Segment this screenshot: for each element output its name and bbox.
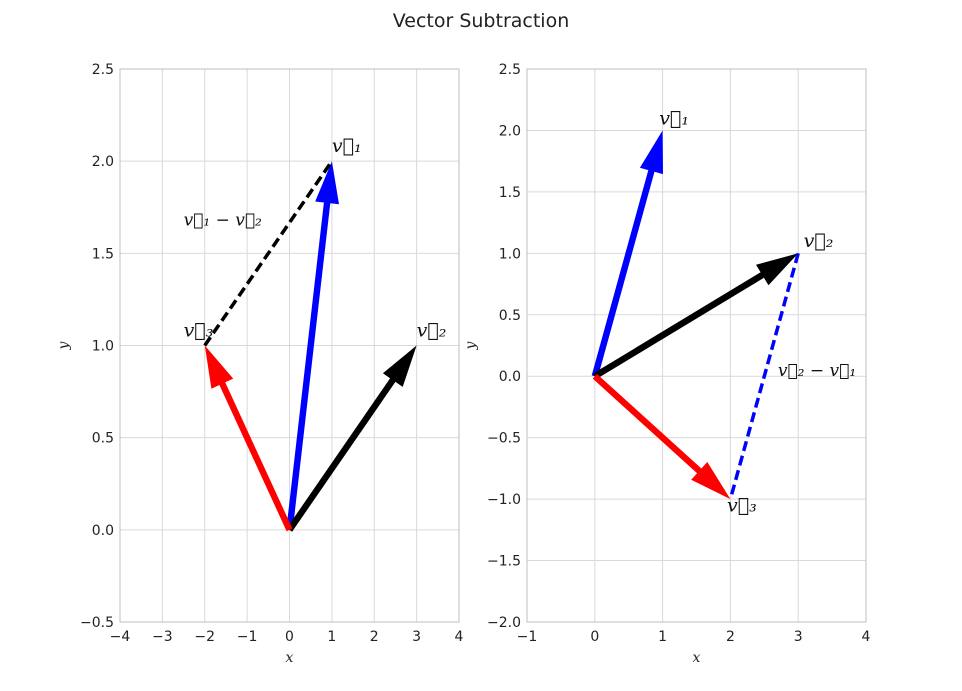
x-tick-label: −1 (237, 629, 258, 645)
plot-area (527, 69, 866, 622)
vector-v1-arrow (591, 130, 663, 378)
x-tick-label: 4 (862, 629, 871, 645)
y-axis-label: y (463, 340, 479, 350)
y-tick-label: 2.0 (92, 154, 114, 170)
vector-annotation: v⃗₃ (184, 319, 214, 341)
x-axis-label: x (693, 650, 701, 666)
y-tick-label: −2.0 (487, 615, 521, 631)
y-tick-label: 1.0 (92, 339, 114, 355)
y-tick-label: 0.5 (499, 308, 521, 324)
y-tick-label: 2.5 (499, 62, 521, 78)
y-tick-label: 2.0 (499, 123, 521, 139)
vector-annotation: v⃗₁ (659, 107, 689, 129)
x-tick-label: −3 (152, 629, 173, 645)
x-tick-label: 1 (327, 629, 336, 645)
vector-v2-arrow (593, 253, 799, 379)
y-tick-label: −1.5 (487, 554, 521, 570)
right-subplot: −1 0 1 2 3 4 −2.0 −1.5 −1.0 −0.5 0.0 0.5 1.0 1.5 2.0 2.… (463, 62, 871, 666)
y-tick-label: −0.5 (487, 431, 521, 447)
vector-v1-arrow (286, 161, 339, 531)
vector-annotation: v⃗₃ (727, 494, 757, 516)
x-tick-label: 0 (285, 629, 294, 645)
vector-annotation: v⃗₁ (332, 135, 362, 157)
y-tick-label: 0.0 (92, 523, 114, 539)
x-tick-label: −1 (517, 629, 538, 645)
vector-annotation: v⃗₂ (804, 230, 834, 252)
y-tick-label: 1.0 (499, 246, 521, 262)
vector-annotation: v⃗₁ − v⃗₂ (184, 211, 262, 231)
y-tick-label: 0.5 (92, 431, 114, 447)
x-axis-label: x (286, 650, 294, 666)
y-tick-label: 1.5 (92, 246, 114, 262)
vector-v3-arrow (204, 345, 293, 532)
x-tick-label: 2 (726, 629, 735, 645)
x-tick-label: −2 (194, 629, 215, 645)
vector-v3-arrow (592, 373, 731, 500)
vector-v2-arrow (286, 345, 417, 532)
x-tick-label: 3 (412, 629, 421, 645)
difference-dashed-line (728, 252, 800, 500)
axes-frame (119, 68, 460, 623)
figure-title: Vector Subtraction (392, 10, 570, 32)
x-tick-label: 2 (370, 629, 379, 645)
y-tick-label: 2.5 (92, 62, 114, 78)
y-tick-label: −1.0 (487, 492, 521, 508)
vector-annotation: v⃗₂ (417, 319, 447, 341)
x-tick-label: 0 (590, 629, 599, 645)
left-subplot: −4 −3 −2 −1 0 1 2 3 4 −0.5 0.0 0.5 1.0 1.5 2.0 2.5 x y v⃗₁… (56, 62, 464, 666)
x-tick-label: 3 (794, 629, 803, 645)
x-tick-label: −4 (110, 629, 131, 645)
y-tick-label: 1.5 (499, 185, 521, 201)
x-tick-label: 1 (658, 629, 667, 645)
difference-dashed-line (203, 160, 334, 347)
y-axis-label: y (56, 340, 72, 350)
y-tick-label: 0.0 (499, 369, 521, 385)
x-tick-label: 4 (455, 629, 464, 645)
axes-frame (526, 68, 867, 623)
vector-annotation: v⃗₂ − v⃗₁ (778, 361, 856, 381)
y-tick-label: −0.5 (80, 615, 114, 631)
